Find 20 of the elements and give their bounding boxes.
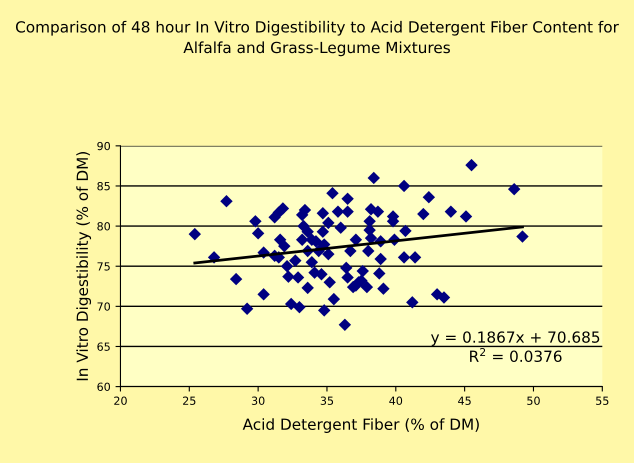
annotation: y = 0.1867x + 70.685 (431, 331, 600, 346)
y-tick-label: 90 (97, 142, 110, 150)
y-axis-title: In Vitro Digestibility (% of DM) (76, 152, 92, 380)
chart-title: Comparison of 48 hour In Vitro Digestibility to Acid Detergent Fiber Content for Alfalfa and Grass-Legume Mixtures (16, 20, 619, 56)
x-tick-label: 50 (527, 396, 540, 405)
x-tick-label: 35 (320, 396, 334, 405)
annotation: R$^{2}$ = 0.0376 (470, 348, 562, 362)
y-tick-label: 65 (97, 342, 110, 351)
y-tick-label: 80 (97, 222, 110, 230)
x-tick-label: 30 (252, 396, 264, 405)
y-tick-label: 75 (98, 262, 110, 271)
y-tick-label: 70 (98, 302, 110, 311)
y-tick-label: 60 (97, 382, 110, 391)
x-tick-label: 55 (596, 396, 608, 405)
y-tick-label: 85 (97, 182, 110, 190)
x-tick-label: 20 (114, 396, 127, 405)
x-tick-label: 45 (458, 396, 471, 405)
x-tick-label: 25 (183, 396, 196, 405)
x-axis-title: Acid Detergent Fiber (% of DM) (242, 418, 479, 433)
x-tick-label: 40 (389, 396, 402, 405)
